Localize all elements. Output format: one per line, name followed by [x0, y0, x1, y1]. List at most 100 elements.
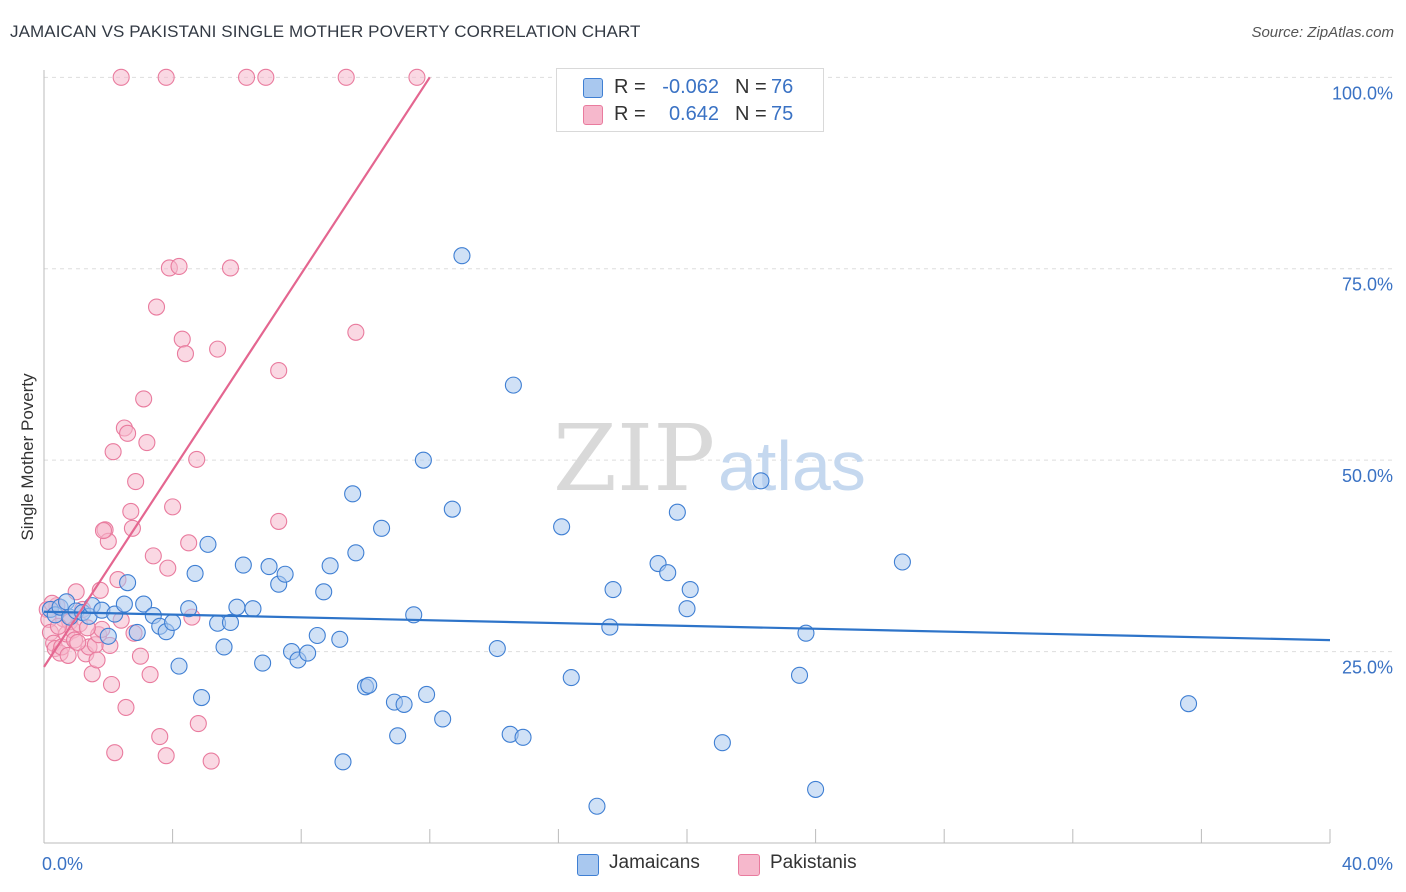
- jamaicans-point: [321, 557, 339, 575]
- jamaicans-point: [234, 556, 252, 574]
- jamaicans-point: [192, 688, 211, 707]
- pakistanis-point: [141, 665, 159, 684]
- pakistanis-point: [257, 68, 275, 86]
- jamaicans-point: [334, 753, 352, 771]
- jamaicans-point: [186, 564, 204, 583]
- pakistanis-point: [131, 647, 149, 665]
- stats-row-pakistanis: R = 0.642 N = 75: [557, 101, 823, 127]
- pakistanis-point: [189, 715, 207, 733]
- chart-title: JAMAICAN VS PAKISTANI SINGLE MOTHER POVE…: [10, 22, 641, 41]
- x-tick-label: 0.0%: [42, 854, 83, 874]
- jamaicans-point: [276, 565, 294, 583]
- jamaicans-trend-line: [43, 610, 1331, 642]
- jamaicans-point: [135, 595, 153, 613]
- jamaicans-point: [553, 518, 571, 536]
- pakistanis-point: [135, 390, 153, 408]
- stats-box: R = -0.062 N = 76 R = 0.642 N = 75: [556, 68, 824, 132]
- pakistanis-trend-line: [43, 76, 431, 668]
- pakistanis-point: [337, 68, 355, 86]
- jamaicans-points: [41, 247, 1198, 815]
- jamaicans-point: [504, 376, 522, 394]
- pakistanis-point: [209, 340, 227, 358]
- tick-labels: 25.0% 50.0% 75.0% 100.0% 0.0% 40.0%: [42, 83, 1393, 874]
- pakistanis-point: [157, 68, 175, 86]
- jamaicans-point: [215, 638, 233, 656]
- jamaicans-point: [199, 535, 217, 553]
- pakistanis-point: [147, 298, 166, 316]
- pakistanis-point: [157, 747, 175, 765]
- stats-swatch-pakistanis: [583, 105, 603, 125]
- jamaicans-point: [331, 630, 349, 648]
- jamaicans-point: [414, 451, 432, 469]
- y-tick-label: 75.0%: [1342, 275, 1393, 295]
- jamaicans-point: [790, 666, 809, 684]
- jamaicans-point: [681, 581, 699, 599]
- pakistanis-point: [138, 433, 156, 452]
- jamaicans-point: [244, 600, 262, 618]
- pakistanis-point: [102, 675, 121, 694]
- jamaicans-point: [115, 595, 133, 613]
- pakistanis-point: [237, 68, 256, 86]
- jamaicans-point: [119, 574, 137, 592]
- pakistanis-point: [69, 633, 87, 651]
- jamaicans-point: [678, 600, 696, 618]
- jamaicans-point: [373, 519, 391, 537]
- axes: [43, 70, 1331, 844]
- pakistanis-point: [127, 473, 145, 491]
- jamaicans-point: [418, 685, 436, 704]
- stats-n-value: 75: [771, 103, 794, 125]
- jamaicans-point: [254, 654, 272, 672]
- y-tick-label: 100.0%: [1332, 83, 1393, 103]
- pakistanis-point: [202, 752, 220, 770]
- jamaicans-point: [260, 558, 278, 576]
- jamaicans-point: [1179, 695, 1198, 713]
- jamaicans-point: [228, 598, 246, 616]
- jamaicans-point: [668, 503, 686, 521]
- jamaicans-point: [434, 710, 452, 728]
- jamaicans-point: [180, 600, 198, 618]
- stats-n-label: N =: [735, 103, 767, 125]
- chart-source: Source: ZipAtlas.com: [1251, 24, 1394, 41]
- jamaicans-point: [893, 553, 911, 571]
- jamaicans-point: [389, 727, 407, 745]
- stats-n-label: N =: [735, 76, 767, 98]
- jamaicans-point: [453, 247, 471, 265]
- jamaicans-point: [562, 669, 580, 687]
- pakistanis-point: [112, 68, 130, 86]
- pakistanis-point: [144, 547, 162, 565]
- y-tick-label: 50.0%: [1342, 466, 1393, 486]
- pakistanis-point: [408, 68, 426, 86]
- jamaicans-point: [347, 544, 365, 562]
- pakistanis-point: [159, 559, 177, 577]
- pakistanis-point: [122, 502, 140, 521]
- pakistanis-point: [270, 512, 288, 530]
- jamaicans-point: [659, 564, 677, 582]
- jamaicans-point: [99, 627, 117, 645]
- jamaicans-point: [308, 626, 326, 645]
- pakistanis-point: [170, 257, 188, 275]
- jamaicans-point: [395, 695, 413, 713]
- jamaicans-point: [315, 583, 333, 601]
- pakistanis-point: [164, 498, 182, 516]
- stats-r-value: -0.062: [662, 76, 719, 98]
- stats-r-value: 0.642: [668, 103, 719, 125]
- pakistanis-point: [151, 728, 169, 746]
- stats-r-label: R =: [614, 76, 646, 98]
- pakistanis-point: [104, 443, 122, 461]
- jamaicans-point: [299, 644, 317, 662]
- jamaicans-point: [128, 623, 146, 641]
- pakistanis-point: [59, 646, 77, 664]
- jamaicans-point: [601, 618, 619, 636]
- pakistanis-point: [117, 698, 135, 717]
- jamaicans-point: [588, 797, 606, 815]
- legend-label: Pakistanis: [770, 852, 857, 873]
- pakistanis-point: [270, 362, 288, 380]
- stats-row-jamaicans: R = -0.062 N = 76: [557, 74, 823, 100]
- jamaicans-point: [221, 613, 240, 632]
- pakistanis-point: [173, 330, 191, 348]
- pakistanis-point: [347, 323, 365, 341]
- watermark: ZIP atlas: [553, 405, 866, 512]
- legend-label: Jamaicans: [609, 852, 700, 873]
- pakistanis-point: [180, 534, 198, 552]
